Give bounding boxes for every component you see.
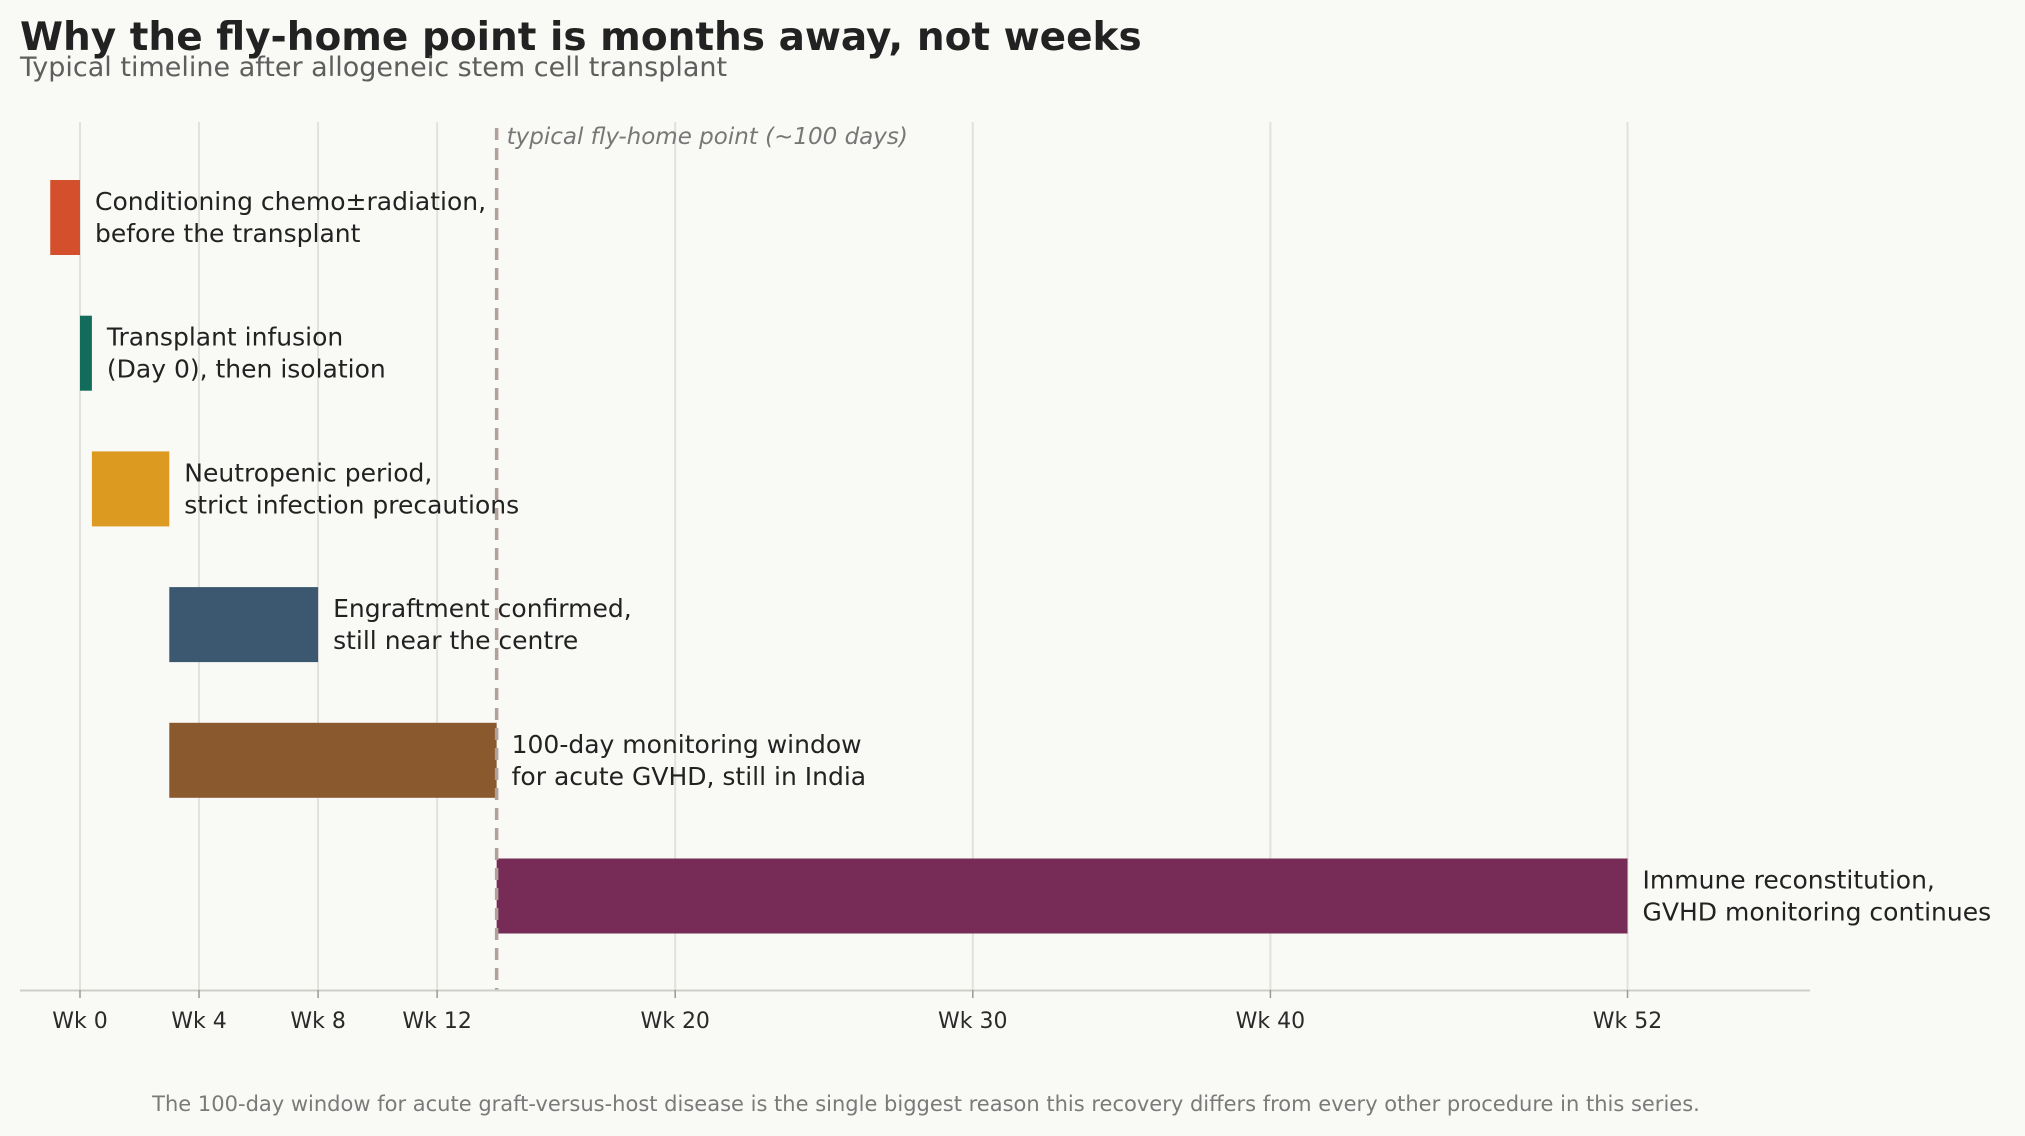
x-tick-label: Wk 0: [52, 1009, 107, 1034]
phase-bar: [169, 587, 319, 663]
chart-footnote: The 100-day window for acute graft-versu…: [151, 1092, 1700, 1116]
phase-bars: [50, 180, 1628, 934]
phase-label: Engraftment confirmed,: [333, 594, 632, 623]
x-tick-label: Wk 40: [1236, 1009, 1305, 1034]
phase-label: GVHD monitoring continues: [1643, 898, 1992, 927]
x-tick-label: Wk 8: [290, 1009, 345, 1034]
x-axis-ticks: Wk 0 Wk 4 Wk 8 Wk 12 Wk 20 Wk 30 Wk 40 Wk 52: [52, 990, 1662, 1034]
phase-label: (Day 0), then isolation: [107, 355, 386, 384]
phase-bar: [169, 722, 497, 798]
phase-labels: Conditioning chemo±radiation, before the …: [95, 187, 1991, 927]
phase-label: before the transplant: [95, 219, 361, 248]
grid-lines: [79, 122, 1629, 990]
x-tick-label: Wk 20: [640, 1009, 709, 1034]
phase-bar: [91, 451, 170, 527]
phase-label: still near the centre: [333, 626, 578, 655]
phase-label: Transplant infusion: [106, 323, 343, 352]
x-tick-label: Wk 4: [171, 1009, 226, 1034]
chart-subtitle: Typical timeline after allogeneic stem c…: [19, 52, 727, 83]
phase-label: Neutropenic period,: [184, 458, 432, 487]
phase-bar: [80, 315, 92, 391]
chart-title: Why the fly-home point is months away, n…: [20, 15, 1142, 60]
phase-label: for acute GVHD, still in India: [512, 762, 866, 791]
phase-label: strict infection precautions: [184, 490, 519, 519]
fly-home-marker: typical fly-home point (~100 days): [494, 124, 908, 990]
x-tick-label: Wk 52: [1593, 1009, 1662, 1034]
x-tick-label: Wk 30: [938, 1009, 1007, 1034]
phase-label: Immune reconstitution,: [1643, 866, 1935, 895]
phase-label: Conditioning chemo±radiation,: [95, 187, 486, 216]
phase-bar: [50, 180, 80, 255]
phase-bar: [496, 858, 1628, 934]
x-tick-label: Wk 12: [402, 1009, 471, 1034]
phase-label: 100-day monitoring window: [512, 730, 862, 759]
fly-home-label: typical fly-home point (~100 days): [507, 124, 908, 150]
